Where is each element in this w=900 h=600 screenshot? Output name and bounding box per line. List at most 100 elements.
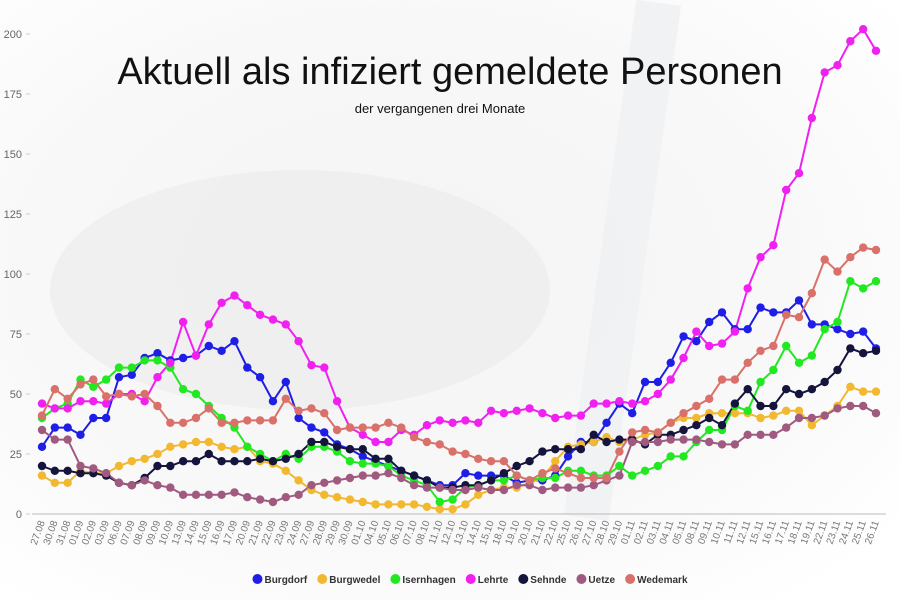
data-point: [448, 447, 457, 456]
data-point: [127, 457, 137, 466]
data-point: [692, 435, 701, 444]
data-point: [409, 471, 419, 480]
data-point: [781, 185, 791, 195]
data-point: [858, 327, 868, 336]
data-point: [281, 377, 290, 387]
data-point: [730, 440, 740, 449]
data-point: [140, 476, 149, 485]
data-point: [499, 409, 509, 418]
data-point: [127, 370, 137, 379]
data-point: [499, 457, 509, 466]
data-point: [345, 457, 355, 466]
data-point: [101, 469, 111, 478]
data-point: [653, 377, 663, 387]
data-point: [153, 481, 162, 490]
data-point: [666, 452, 675, 461]
data-point: [371, 423, 380, 432]
data-point: [640, 437, 650, 447]
data-point: [448, 495, 457, 504]
data-point: [243, 301, 252, 310]
data-point: [858, 284, 868, 293]
data-point: [461, 416, 470, 425]
data-point: [371, 500, 380, 509]
data-point: [166, 418, 175, 427]
data-point: [551, 413, 560, 423]
data-point: [589, 430, 598, 439]
data-point: [448, 485, 457, 495]
data-point: [127, 481, 137, 490]
data-point: [807, 113, 817, 123]
data-point: [140, 389, 149, 399]
data-point: [320, 478, 329, 487]
data-point: [166, 442, 175, 451]
data-point: [63, 394, 72, 403]
data-point: [101, 392, 111, 401]
data-point: [153, 461, 162, 471]
data-point: [820, 411, 829, 420]
data-point: [50, 385, 60, 394]
data-point: [512, 461, 521, 471]
data-point: [820, 68, 829, 77]
data-point: [281, 493, 290, 502]
data-point: [178, 385, 188, 394]
data-point: [563, 452, 573, 461]
data-point: [499, 485, 509, 495]
data-point: [268, 397, 278, 406]
data-point: [268, 457, 278, 466]
data-point: [37, 461, 47, 471]
data-point: [204, 341, 213, 351]
data-point: [358, 459, 367, 468]
data-point: [640, 397, 650, 406]
data-point: [89, 375, 98, 384]
data-point: [474, 454, 483, 463]
data-point: [255, 310, 265, 319]
data-point: [358, 452, 367, 461]
data-point: [820, 377, 829, 387]
legend-marker: [576, 574, 587, 584]
data-point: [435, 416, 444, 425]
data-point: [794, 358, 804, 367]
data-point: [512, 471, 521, 480]
data-point: [679, 409, 688, 418]
data-point: [666, 435, 675, 444]
data-point: [294, 337, 303, 346]
data-point: [679, 435, 688, 444]
data-point: [461, 449, 470, 459]
data-point: [281, 454, 290, 463]
data-point: [705, 341, 714, 351]
data-point: [89, 397, 98, 406]
data-point: [294, 490, 303, 499]
data-point: [730, 399, 740, 408]
data-point: [858, 387, 868, 396]
data-point: [50, 423, 60, 432]
data-point: [37, 425, 47, 435]
data-point: [538, 447, 547, 456]
data-point: [628, 471, 637, 480]
data-point: [525, 457, 534, 466]
data-point: [230, 488, 239, 497]
data-point: [551, 483, 560, 492]
data-point: [281, 320, 290, 329]
data-point: [76, 469, 85, 478]
data-point: [358, 430, 367, 439]
data-point: [243, 493, 252, 502]
data-point: [435, 505, 444, 514]
data-point: [243, 363, 252, 372]
legend-marker: [317, 574, 328, 584]
data-point: [769, 365, 778, 375]
data-point: [486, 485, 496, 495]
data-point: [807, 413, 817, 423]
data-point: [332, 493, 342, 502]
data-point: [730, 409, 740, 418]
data-point: [628, 428, 637, 437]
data-point: [756, 253, 765, 262]
data-point: [37, 399, 47, 408]
data-point: [268, 497, 278, 507]
data-point: [692, 421, 701, 430]
data-point: [692, 327, 701, 336]
data-point: [435, 483, 444, 492]
data-point: [371, 471, 380, 480]
data-point: [756, 346, 765, 355]
data-point: [666, 358, 675, 367]
